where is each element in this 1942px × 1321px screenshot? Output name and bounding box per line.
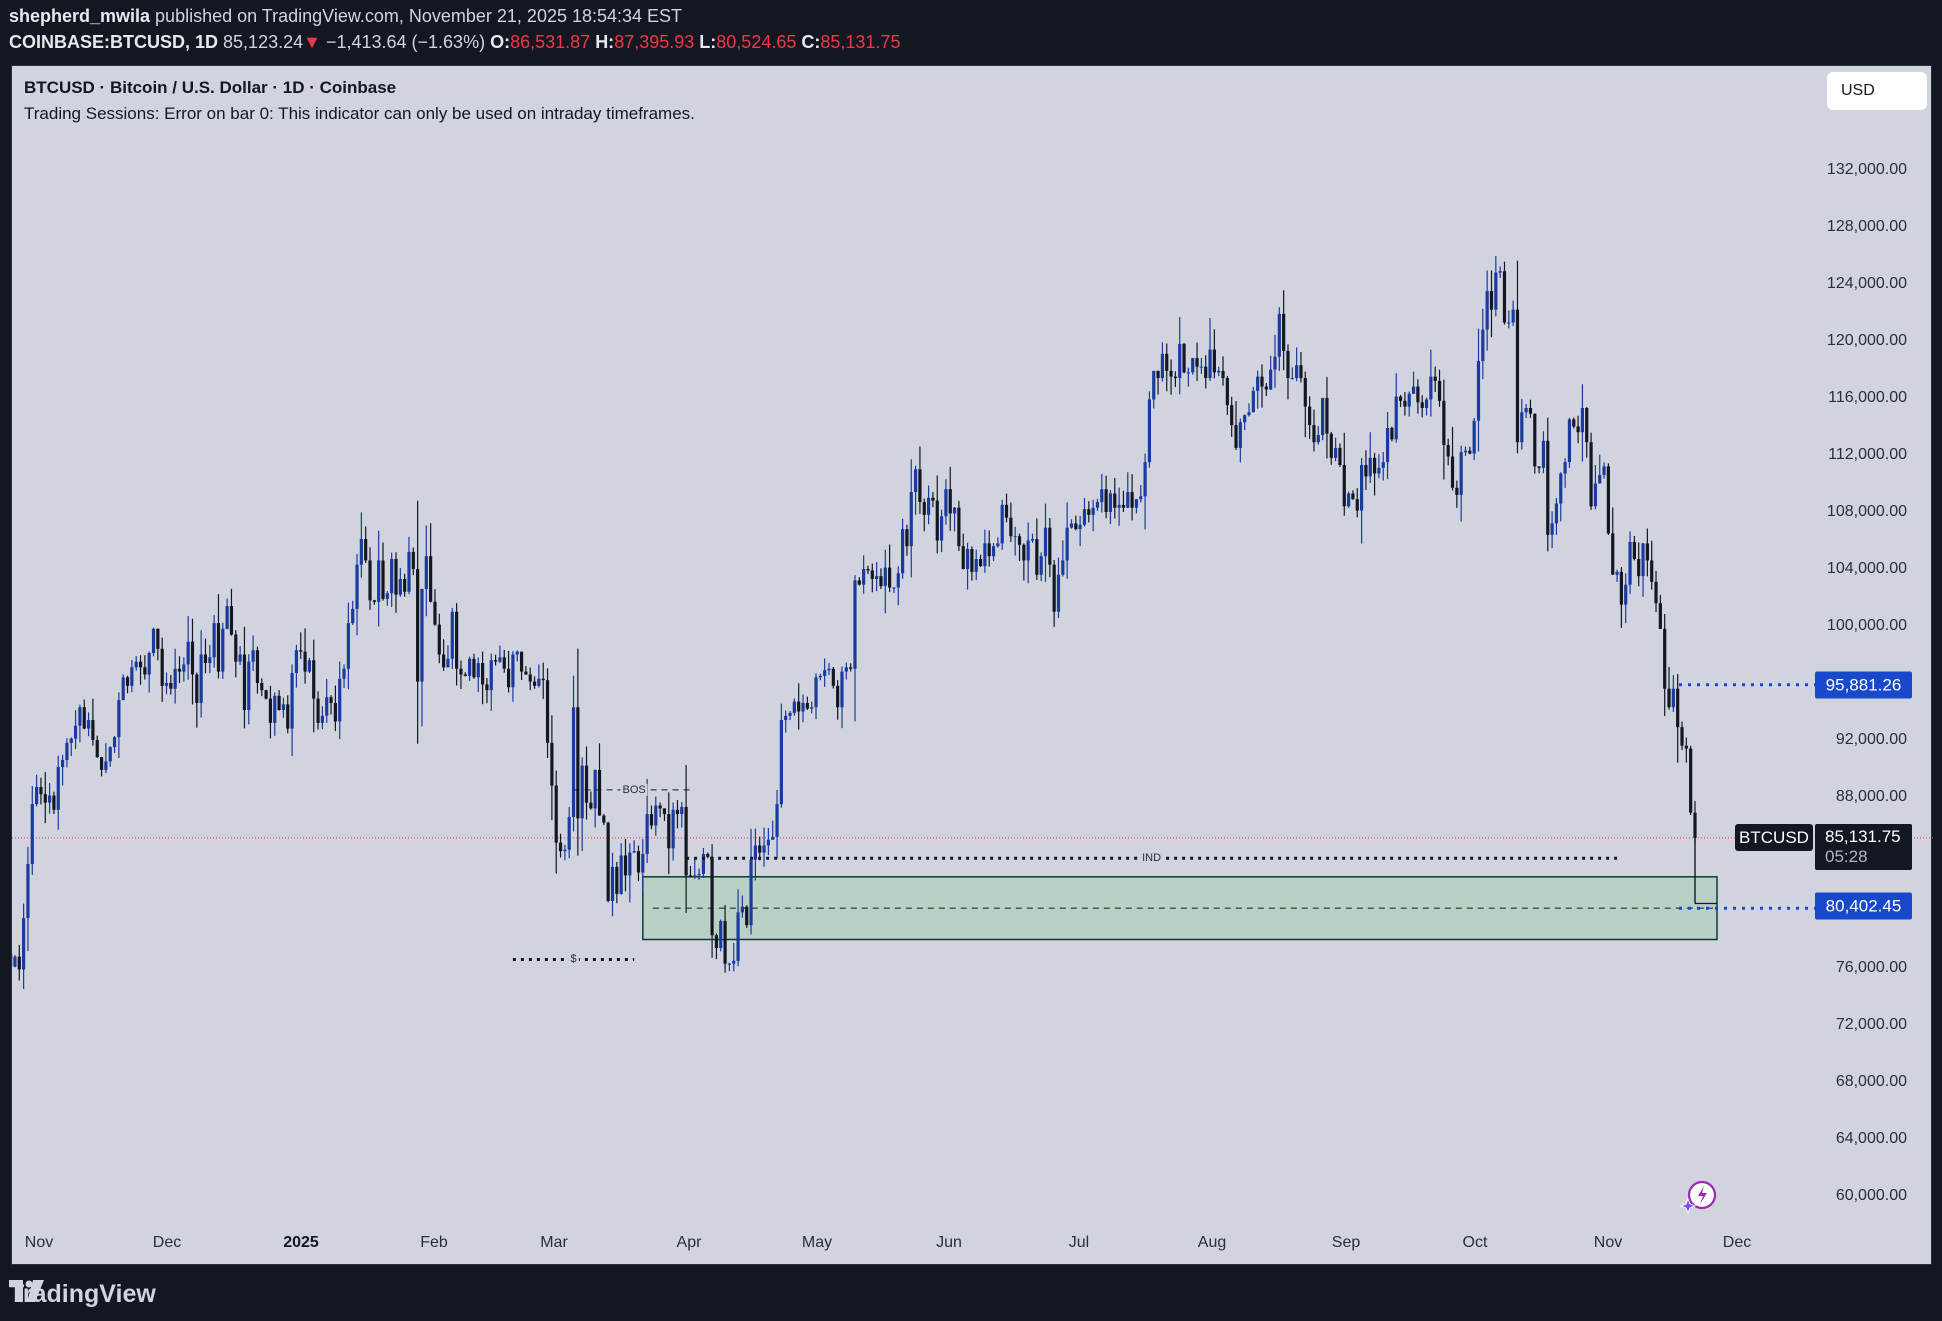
price-tick: 68,000.00 — [1835, 1073, 1907, 1090]
bos-label: BOS — [620, 783, 648, 796]
time-tick: Mar — [540, 1234, 568, 1251]
ind-label: IND — [1140, 852, 1164, 865]
price-tick: 64,000.00 — [1835, 1130, 1907, 1147]
chart-panel[interactable]: BTCUSD · Bitcoin / U.S. Dollar · 1D · Co… — [11, 65, 1933, 1266]
current-price-label: 85,131.75 05:28 — [1815, 823, 1912, 870]
high-value: 87,395.93 — [614, 32, 695, 52]
time-tick: Jul — [1068, 1234, 1090, 1251]
price-tick: 72,000.00 — [1835, 1016, 1907, 1033]
price-tick: 112,000.00 — [1828, 446, 1907, 463]
publish-info: shepherd_mwila published on TradingView.… — [9, 6, 682, 27]
down-arrow-icon: ▼ — [303, 32, 321, 52]
open-value: 86,531.87 — [510, 32, 591, 52]
price-change: −1,413.64 (−1.63%) — [325, 32, 486, 52]
time-tick: Apr — [676, 1234, 702, 1251]
bar-countdown: 05:28 — [1825, 846, 1868, 866]
time-tick: Oct — [1462, 1234, 1488, 1251]
low-label: L: — [699, 32, 717, 52]
price-tick: 128,000.00 — [1826, 218, 1907, 235]
tradingview-logo[interactable]: TradingView — [9, 1280, 156, 1309]
support-price-label[interactable]: 80,402.45 — [1815, 892, 1912, 920]
current-price: 85,131.75 — [1825, 826, 1901, 846]
price-tick: 88,000.00 — [1835, 788, 1907, 805]
time-tick: Jun — [936, 1234, 962, 1251]
ohlc-header: COINBASE:BTCUSD, 1D 85,123.24▼ −1,413.64… — [9, 32, 900, 53]
price-tick: 120,000.00 — [1826, 332, 1907, 349]
time-tick: Dec — [1722, 1234, 1752, 1251]
currency-button[interactable]: USD — [1827, 72, 1927, 110]
price-tick: 76,000.00 — [1835, 959, 1907, 976]
price-tick: 132,000.00 — [1826, 161, 1907, 178]
close-value: 85,131.75 — [820, 32, 901, 52]
time-tick: 2025 — [283, 1234, 319, 1251]
high-label: H: — [595, 32, 615, 52]
close-label: C: — [801, 32, 821, 52]
price-tick: 116,000.00 — [1828, 389, 1907, 406]
time-tick: Feb — [420, 1234, 448, 1251]
price-tick: 92,000.00 — [1835, 731, 1907, 748]
liquidity-label: $ — [568, 953, 579, 966]
time-tick: Nov — [1593, 1234, 1623, 1251]
low-value: 80,524.65 — [716, 32, 797, 52]
price-tick: 100,000.00 — [1826, 617, 1907, 634]
sparkle-lightning-icon[interactable] — [1680, 1177, 1720, 1217]
time-tick: Nov — [24, 1234, 54, 1251]
indicator-error: Trading Sessions: Error on bar 0: This i… — [24, 104, 695, 123]
open-label: O: — [490, 32, 511, 52]
time-tick: May — [801, 1234, 833, 1251]
symbol-tag: BTCUSD — [1735, 823, 1813, 851]
last-price: 85,123.24 — [223, 32, 304, 52]
symbol-interval: COINBASE:BTCUSD, 1D — [9, 32, 219, 52]
price-tick: 60,000.00 — [1835, 1187, 1907, 1204]
author-name[interactable]: shepherd_mwila — [9, 6, 151, 26]
price-tick: 104,000.00 — [1826, 560, 1907, 577]
publish-text: published on TradingView.com, November 2… — [150, 6, 683, 26]
price-tick: 124,000.00 — [1826, 275, 1907, 292]
time-tick: Dec — [152, 1234, 182, 1251]
resistance-price-label[interactable]: 95,881.26 — [1815, 671, 1912, 699]
time-tick: Sep — [1331, 1234, 1361, 1251]
tradingview-logo-icon — [9, 1280, 44, 1302]
candlestick-plot[interactable] — [12, 66, 1933, 1266]
price-tick: 108,000.00 — [1826, 503, 1907, 520]
chart-title: BTCUSD · Bitcoin / U.S. Dollar · 1D · Co… — [24, 78, 397, 97]
time-tick: Aug — [1197, 1234, 1227, 1251]
